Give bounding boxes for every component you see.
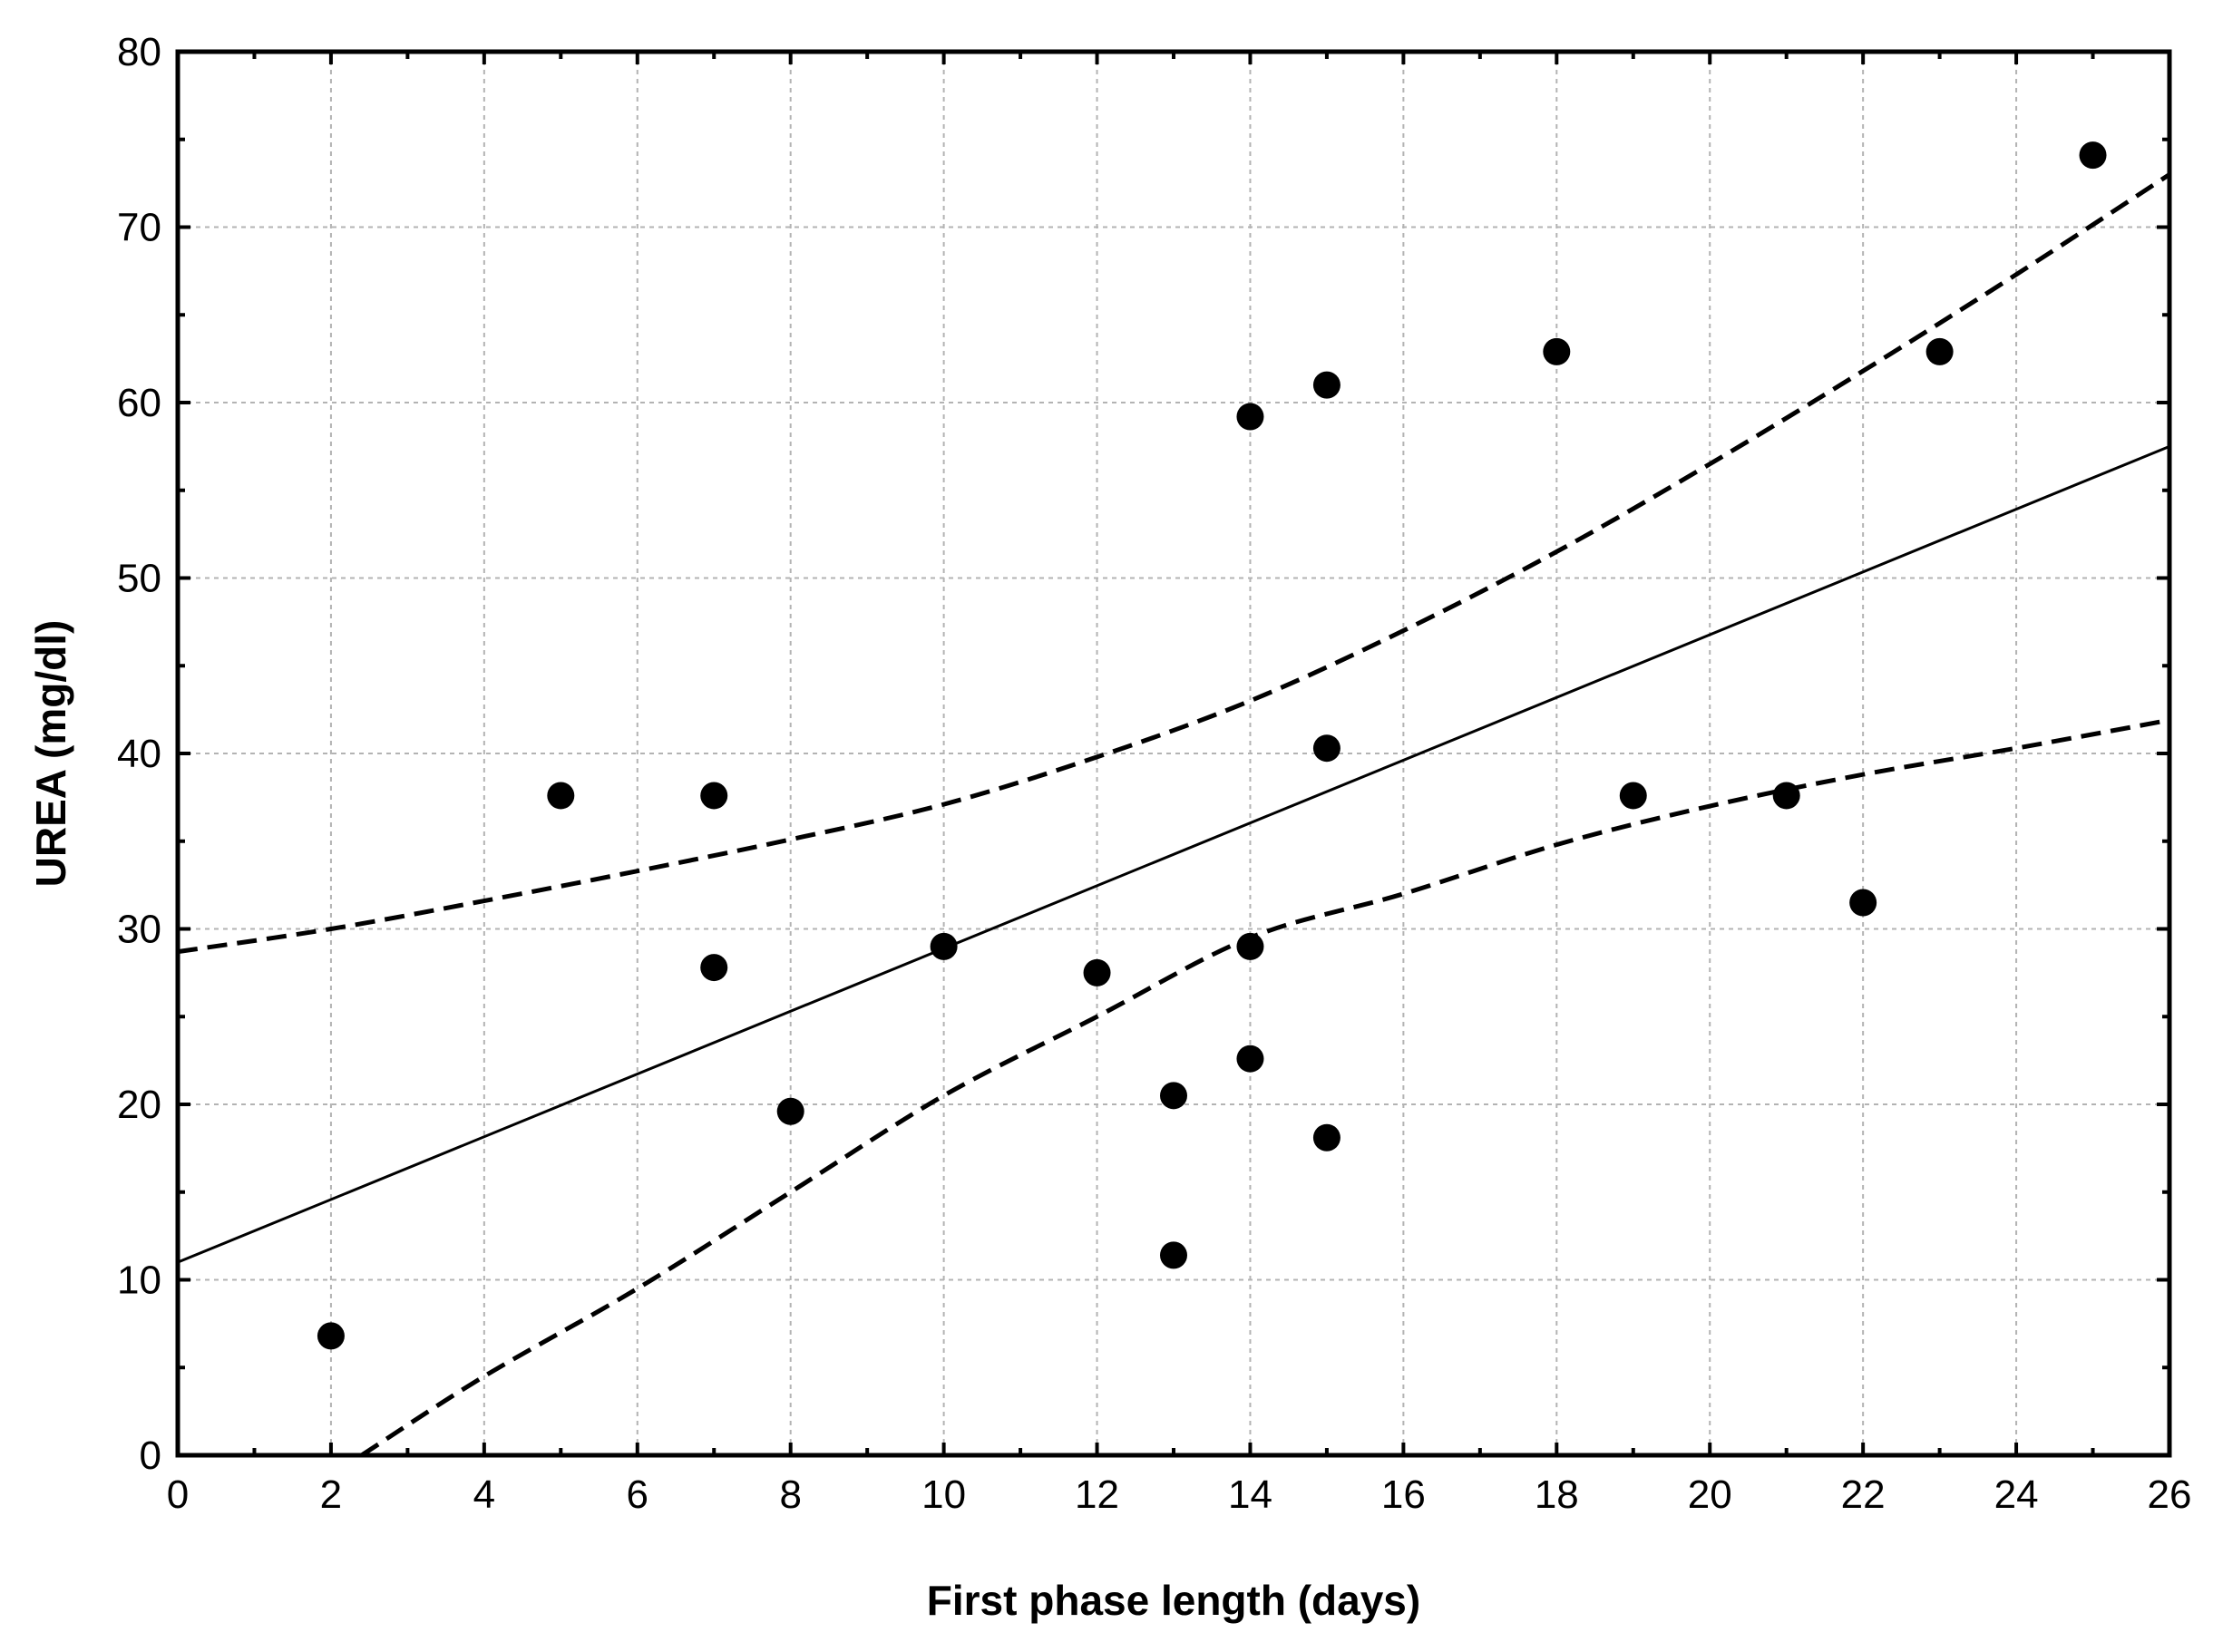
x-tick-label: 8 [779,1472,801,1517]
y-tick-label: 50 [117,557,161,601]
data-series [177,141,2171,1458]
y-tick-label: 70 [117,206,161,250]
data-point [776,1097,804,1125]
confidence-lower-line [360,717,2170,1458]
x-tick-label: 0 [167,1472,189,1517]
data-point [1236,403,1264,431]
data-point [1236,1045,1264,1073]
data-point [1925,337,1954,365]
data-point [547,782,575,810]
y-tick-label: 10 [117,1258,161,1303]
plot-frame [175,49,2172,1458]
data-point [2079,141,2107,170]
x-tick-label: 4 [473,1472,495,1517]
grid [178,52,2169,1455]
data-point [1543,337,1571,365]
data-point [1083,958,1111,986]
regression-line [177,444,2170,1264]
data-point [930,932,958,960]
x-tick-label: 26 [2148,1472,2192,1517]
data-point [700,782,728,810]
data-point [317,1322,345,1350]
data-point [700,954,728,982]
data-point [1236,932,1264,960]
data-point [1160,1082,1187,1110]
y-tick-label: 80 [117,30,161,74]
x-tick-label: 22 [1841,1472,1886,1517]
y-tick-label: 60 [117,381,161,425]
x-tick-label: 2 [320,1472,342,1517]
x-tick-label: 24 [1994,1472,2039,1517]
data-point [1849,889,1877,917]
data-point [1160,1241,1187,1269]
x-tick-label: 6 [627,1472,648,1517]
confidence-upper-line [177,172,2171,955]
x-tick-label: 12 [1075,1472,1119,1517]
x-tick-label: 16 [1381,1472,1426,1517]
data-point [1312,371,1340,399]
x-tick-label: 10 [921,1472,966,1517]
data-point [1619,782,1647,810]
data-point [1312,734,1340,763]
data-point [1772,782,1800,810]
x-tick-label: 14 [1228,1472,1272,1517]
x-tick-label: 18 [1535,1472,1579,1517]
x-tick-label: 20 [1688,1472,1732,1517]
y-tick-label: 0 [140,1433,161,1478]
y-tick-label: 20 [117,1083,161,1127]
y-axis-title: UREA (mg/dl) [27,620,74,888]
y-tick-label: 40 [117,732,161,776]
y-tick-label: 30 [117,908,161,952]
data-point [1312,1123,1340,1152]
x-axis-title: First phase length (days) [927,1577,1420,1624]
